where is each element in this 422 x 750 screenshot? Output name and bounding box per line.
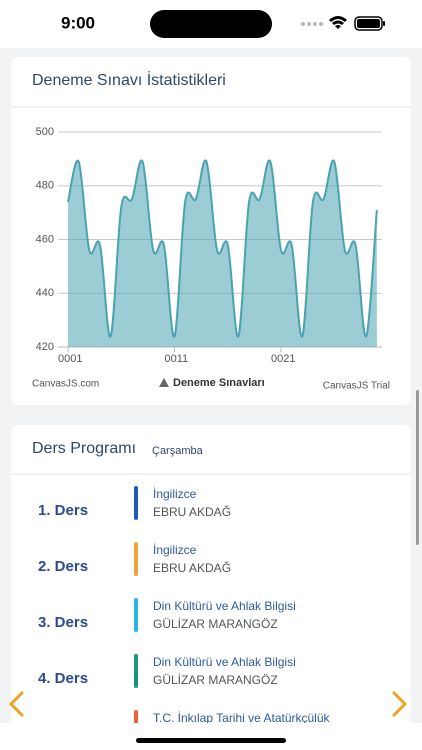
signal-dots (301, 22, 323, 26)
lesson-teacher: GÜLİZAR MARANGÖZ (153, 617, 278, 631)
lesson-subject: İngilizce (153, 543, 197, 557)
area (68, 160, 377, 347)
lesson-color-bar (134, 486, 138, 520)
schedule-card (11, 425, 411, 745)
lesson-color-bar (134, 542, 138, 576)
lesson-color-bar (134, 598, 138, 632)
line (67, 159, 378, 338)
status-time: 9:00 (61, 13, 95, 32)
prev-button[interactable] (9, 691, 24, 717)
schedule-title: Ders Programı (32, 440, 136, 457)
chart: 420 440 460 480 500 0001 0011 0021 Deneme Sınavl… (36, 126, 382, 389)
x-tick-label: 0021 (271, 353, 295, 365)
chart-credit: CanvasJS.com (32, 379, 99, 390)
lesson-period: 4. Ders (38, 670, 88, 687)
lesson-period: 2. Ders (38, 558, 88, 575)
lesson-subject: İngilizce (153, 487, 197, 501)
schedule-day: Çarşamba (152, 445, 204, 457)
lesson-teacher: GÜLİZAR MARANGÖZ (153, 673, 278, 687)
x-tick-label: 0001 (58, 353, 82, 365)
y-tick-label: 500 (36, 126, 54, 138)
scrollbar (416, 390, 419, 545)
chart-trial: CanvasJS Trial (323, 381, 390, 392)
home-area (0, 723, 422, 750)
battery (354, 16, 383, 31)
lesson-period: 1. Ders (38, 502, 88, 519)
lesson-subject: Din Kültürü ve Ahlak Bilgisi (153, 655, 296, 669)
y-tick-label: 440 (36, 287, 54, 299)
lesson-color-bar (134, 654, 138, 688)
battery-level (357, 19, 380, 28)
lesson-subject: Din Kültürü ve Ahlak Bilgisi (153, 599, 296, 613)
lesson-period: 3. Ders (38, 614, 88, 631)
x-tick-label: 0011 (165, 353, 189, 365)
y-tick-label: 480 (36, 180, 54, 192)
next-button[interactable] (392, 691, 407, 717)
lesson-list: 1. Ders İngilizce EBRU AKDAĞ 2. Ders İngiliz… (38, 486, 331, 725)
lesson-color-bar (134, 710, 138, 723)
home-indicator (136, 738, 286, 743)
lesson-subject: T.C. İnkılap Tarihi ve Atatürkçülük (153, 711, 331, 725)
y-tick-label: 460 (36, 233, 54, 245)
y-tick-label: 420 (36, 341, 54, 353)
lesson-teacher: EBRU AKDAĞ (153, 504, 231, 519)
card-title: Deneme Sınavı İstatistikleri (32, 70, 226, 89)
dynamic-island (150, 10, 272, 38)
lesson-teacher: EBRU AKDAĞ (153, 560, 231, 575)
battery-tip (383, 21, 385, 26)
legend-marker (159, 378, 169, 387)
legend-label: Deneme Sınavları (173, 377, 265, 389)
wifi-icon (329, 16, 347, 29)
